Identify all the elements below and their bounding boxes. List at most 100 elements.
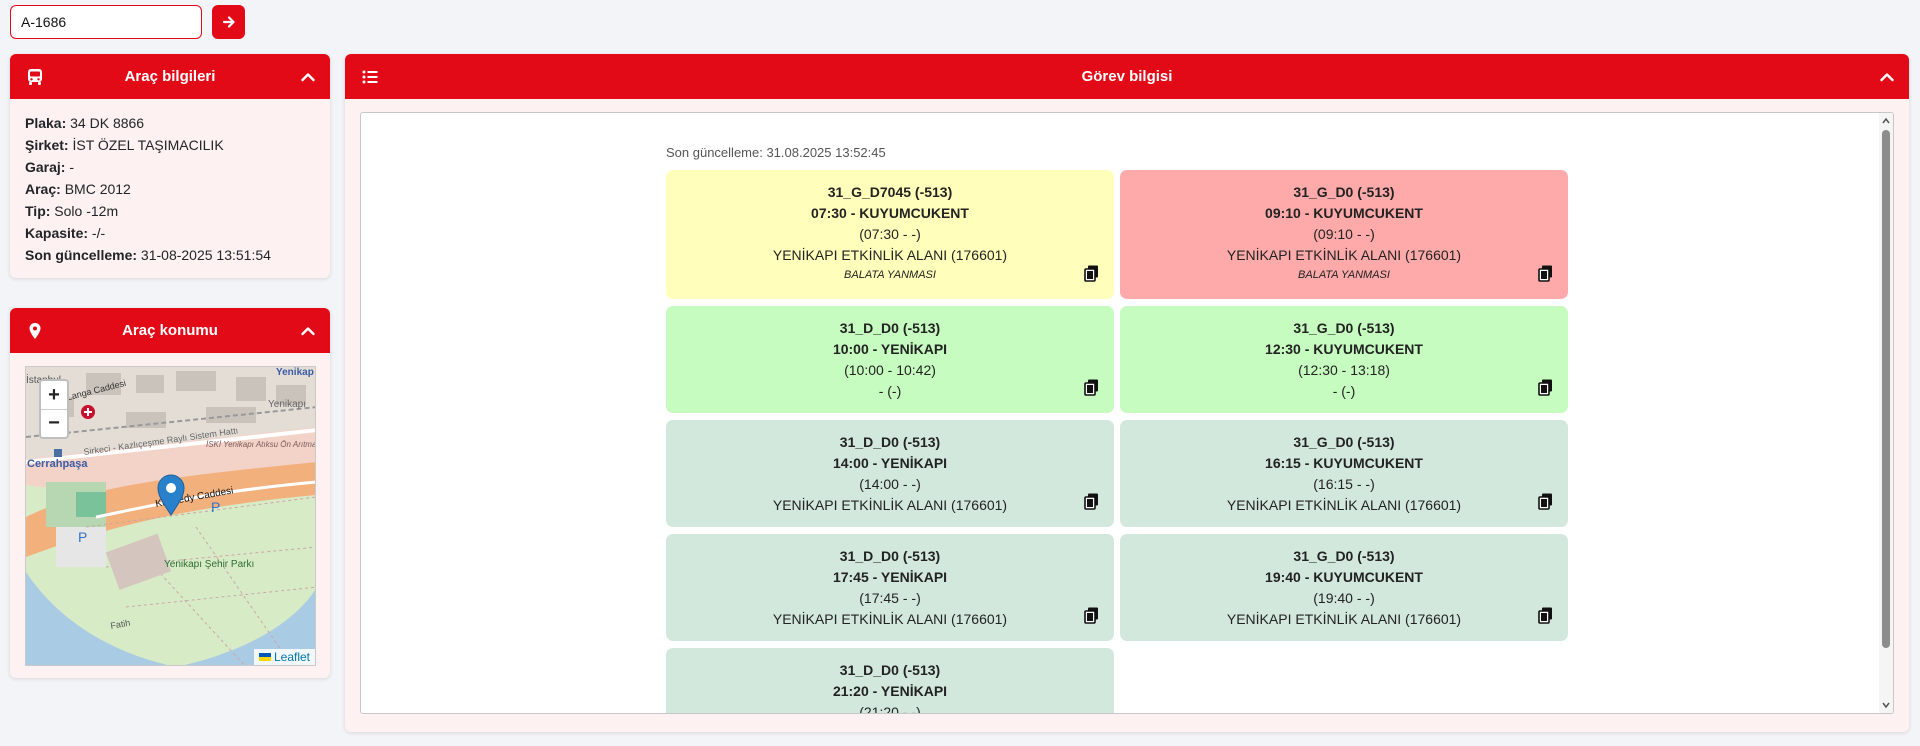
task-departure: 16:15 - KUYUMCUKENT (1265, 455, 1423, 471)
chevron-up-icon[interactable] (1879, 69, 1895, 85)
copy-icon[interactable] (1538, 493, 1553, 510)
map-tiles: İstanbul Yenikap Yenikapı Küçük Langa Ca… (26, 367, 316, 665)
task-stop: YENİKAPI ETKİNLİK ALANI (176601) (1226, 611, 1462, 627)
task-stop: YENİKAPI ETKİNLİK ALANI (176601) (772, 611, 1008, 627)
search-go-button[interactable] (212, 5, 245, 39)
search-bar (10, 5, 245, 39)
task-departure: 14:00 - YENİKAPI (832, 455, 948, 471)
task-card: 31_D_D0 (-513) 14:00 - YENİKAPI (14:00 - -… (666, 420, 1114, 527)
task-card: 31_D_D0 (-513) 21:20 - YENİKAPI (21:20 - -… (666, 648, 1114, 714)
map-attribution: Leaflet (253, 649, 315, 665)
task-card: 31_G_D7045 (-513) 07:30 - KUYUMCUKENT (07:… (666, 170, 1114, 299)
info-row-garage: Garaj: - (25, 159, 75, 175)
task-card: 31_D_D0 (-513) 10:00 - YENİKAPI (10:00 - 1… (666, 306, 1114, 413)
task-time-range: (14:00 - -) (859, 476, 921, 492)
task-stop: YENİKAPI ETKİNLİK ALANI (176601) (772, 497, 1008, 513)
vehicle-marker-icon[interactable] (157, 474, 185, 516)
task-trip-code: 31_G_D0 (-513) (1293, 434, 1395, 450)
zoom-out-button[interactable]: − (41, 409, 67, 437)
task-departure: 10:00 - YENİKAPI (832, 341, 948, 357)
task-trip-code: 31_D_D0 (-513) (839, 662, 941, 678)
copy-icon[interactable] (1084, 379, 1099, 396)
map-label-parking-1: P (78, 529, 87, 545)
leaflet-link[interactable]: Leaflet (273, 650, 310, 664)
zoom-in-button[interactable]: + (48, 383, 60, 406)
task-time-range: (17:45 - -) (859, 590, 921, 606)
task-stop: YENİKAPI ETKİNLİK ALANI (176601) (1226, 497, 1462, 513)
vehicle-search-input[interactable] (10, 5, 202, 39)
task-time-range: (19:40 - -) (1313, 590, 1375, 606)
task-stop: - (-) (1332, 383, 1356, 399)
copy-icon[interactable] (1084, 265, 1099, 282)
task-trip-code: 31_D_D0 (-513) (839, 548, 941, 564)
task-info-panel: Görev bilgisi Son güncelleme: 31.08.2025… (345, 54, 1909, 732)
task-time-range: (21:20 - -) (859, 704, 921, 714)
info-row-capacity: Kapasite: -/- (25, 225, 106, 241)
task-trip-code: 31_D_D0 (-513) (839, 434, 941, 450)
copy-icon[interactable] (1538, 379, 1553, 396)
vehicle-location-panel: Araç konumu (10, 308, 330, 678)
task-card: 31_D_D0 (-513) 17:45 - YENİKAPI (17:45 - -… (666, 534, 1114, 641)
vehicle-info-body: Plaka: 34 DK 8866 Şirket: İST ÖZEL TAŞIM… (10, 99, 330, 278)
task-trip-code: 31_G_D7045 (-513) (827, 184, 953, 200)
vehicle-location-header: Araç konumu (10, 308, 330, 353)
task-departure: 07:30 - KUYUMCUKENT (811, 205, 969, 221)
list-icon (362, 70, 378, 84)
vehicle-info-header: Araç bilgileri (10, 54, 330, 99)
task-time-range: (09:10 - -) (1313, 226, 1375, 242)
map-label-iski: İSKİ Yenikapı Atıksu Ön Arıtma Tesisi (206, 440, 316, 449)
map-label-park: Yenikapı Şehir Parkı (164, 559, 254, 570)
task-time-range: (16:15 - -) (1313, 476, 1375, 492)
bus-icon (28, 69, 42, 85)
map-pin-icon (29, 323, 41, 339)
map-label-yenikapi-right: Yenikapı (268, 399, 306, 410)
task-departure: 19:40 - KUYUMCUKENT (1265, 569, 1423, 585)
task-note: BALATA YANMASI (844, 269, 936, 281)
task-info-title: Görev bilgisi (1081, 68, 1173, 85)
task-scrollbar[interactable] (1879, 113, 1893, 713)
task-departure: 12:30 - KUYUMCUKENT (1265, 341, 1423, 357)
vehicle-info-panel: Araç bilgileri Plaka: 34 DK 8866 Şirket:… (10, 54, 330, 278)
task-time-range: (07:30 - -) (859, 226, 921, 242)
info-row-type: Tip: Solo -12m (25, 203, 119, 219)
task-card: 31_G_D0 (-513) 16:15 - KUYUMCUKENT (16:15 … (1120, 420, 1568, 527)
task-time-range: (10:00 - 10:42) (844, 362, 936, 378)
map-label-yenikapi-top: Yenikap (276, 367, 314, 378)
copy-icon[interactable] (1084, 493, 1099, 510)
info-row-last-update: Son güncelleme: 31-08-2025 13:51:54 (25, 247, 271, 263)
task-list-frame[interactable]: Son güncelleme: 31.08.2025 13:52:45 31_G… (360, 112, 1894, 714)
scroll-down-icon[interactable] (1882, 701, 1890, 709)
info-row-company: Şirket: İST ÖZEL TAŞIMACILIK (25, 137, 224, 153)
task-info-header: Görev bilgisi (345, 54, 1909, 99)
zoom-control: + − (39, 379, 69, 439)
task-departure: 17:45 - YENİKAPI (832, 569, 948, 585)
info-row-vehicle: Araç: BMC 2012 (25, 181, 131, 197)
task-card: 31_G_D0 (-513) 12:30 - KUYUMCUKENT (12:30 … (1120, 306, 1568, 413)
task-departure: 21:20 - YENİKAPI (832, 683, 948, 699)
copy-icon[interactable] (1538, 265, 1553, 282)
chevron-up-icon[interactable] (300, 323, 316, 339)
task-card: 31_G_D0 (-513) 09:10 - KUYUMCUKENT (09:10 … (1120, 170, 1568, 299)
copy-icon[interactable] (1538, 607, 1553, 624)
task-card: 31_G_D0 (-513) 19:40 - KUYUMCUKENT (19:40 … (1120, 534, 1568, 641)
vehicle-location-title: Araç konumu (122, 322, 218, 339)
scroll-up-icon[interactable] (1882, 117, 1890, 125)
scroll-thumb[interactable] (1882, 130, 1890, 648)
map-label-cerrahpasa: Cerrahpaşa (27, 458, 88, 470)
task-card-grid: 31_G_D7045 (-513) 07:30 - KUYUMCUKENT (07:… (666, 170, 1577, 714)
map-label-parking-2: P (211, 499, 220, 515)
map-view[interactable]: İstanbul Yenikap Yenikapı Küçük Langa Ca… (25, 366, 316, 666)
task-trip-code: 31_D_D0 (-513) (839, 320, 941, 336)
chevron-up-icon[interactable] (300, 69, 316, 85)
task-departure: 09:10 - KUYUMCUKENT (1265, 205, 1423, 221)
task-trip-code: 31_G_D0 (-513) (1293, 320, 1395, 336)
task-stop: YENİKAPI ETKİNLİK ALANI (176601) (772, 247, 1008, 263)
task-time-range: (12:30 - 13:18) (1298, 362, 1390, 378)
map-label-fatih: Fatih (110, 618, 131, 631)
info-row-plate: Plaka: 34 DK 8866 (25, 115, 145, 131)
copy-icon[interactable] (1084, 607, 1099, 624)
task-note: BALATA YANMASI (1298, 269, 1390, 281)
task-trip-code: 31_G_D0 (-513) (1293, 184, 1395, 200)
task-trip-code: 31_G_D0 (-513) (1293, 548, 1395, 564)
task-stop: - (-) (878, 383, 902, 399)
